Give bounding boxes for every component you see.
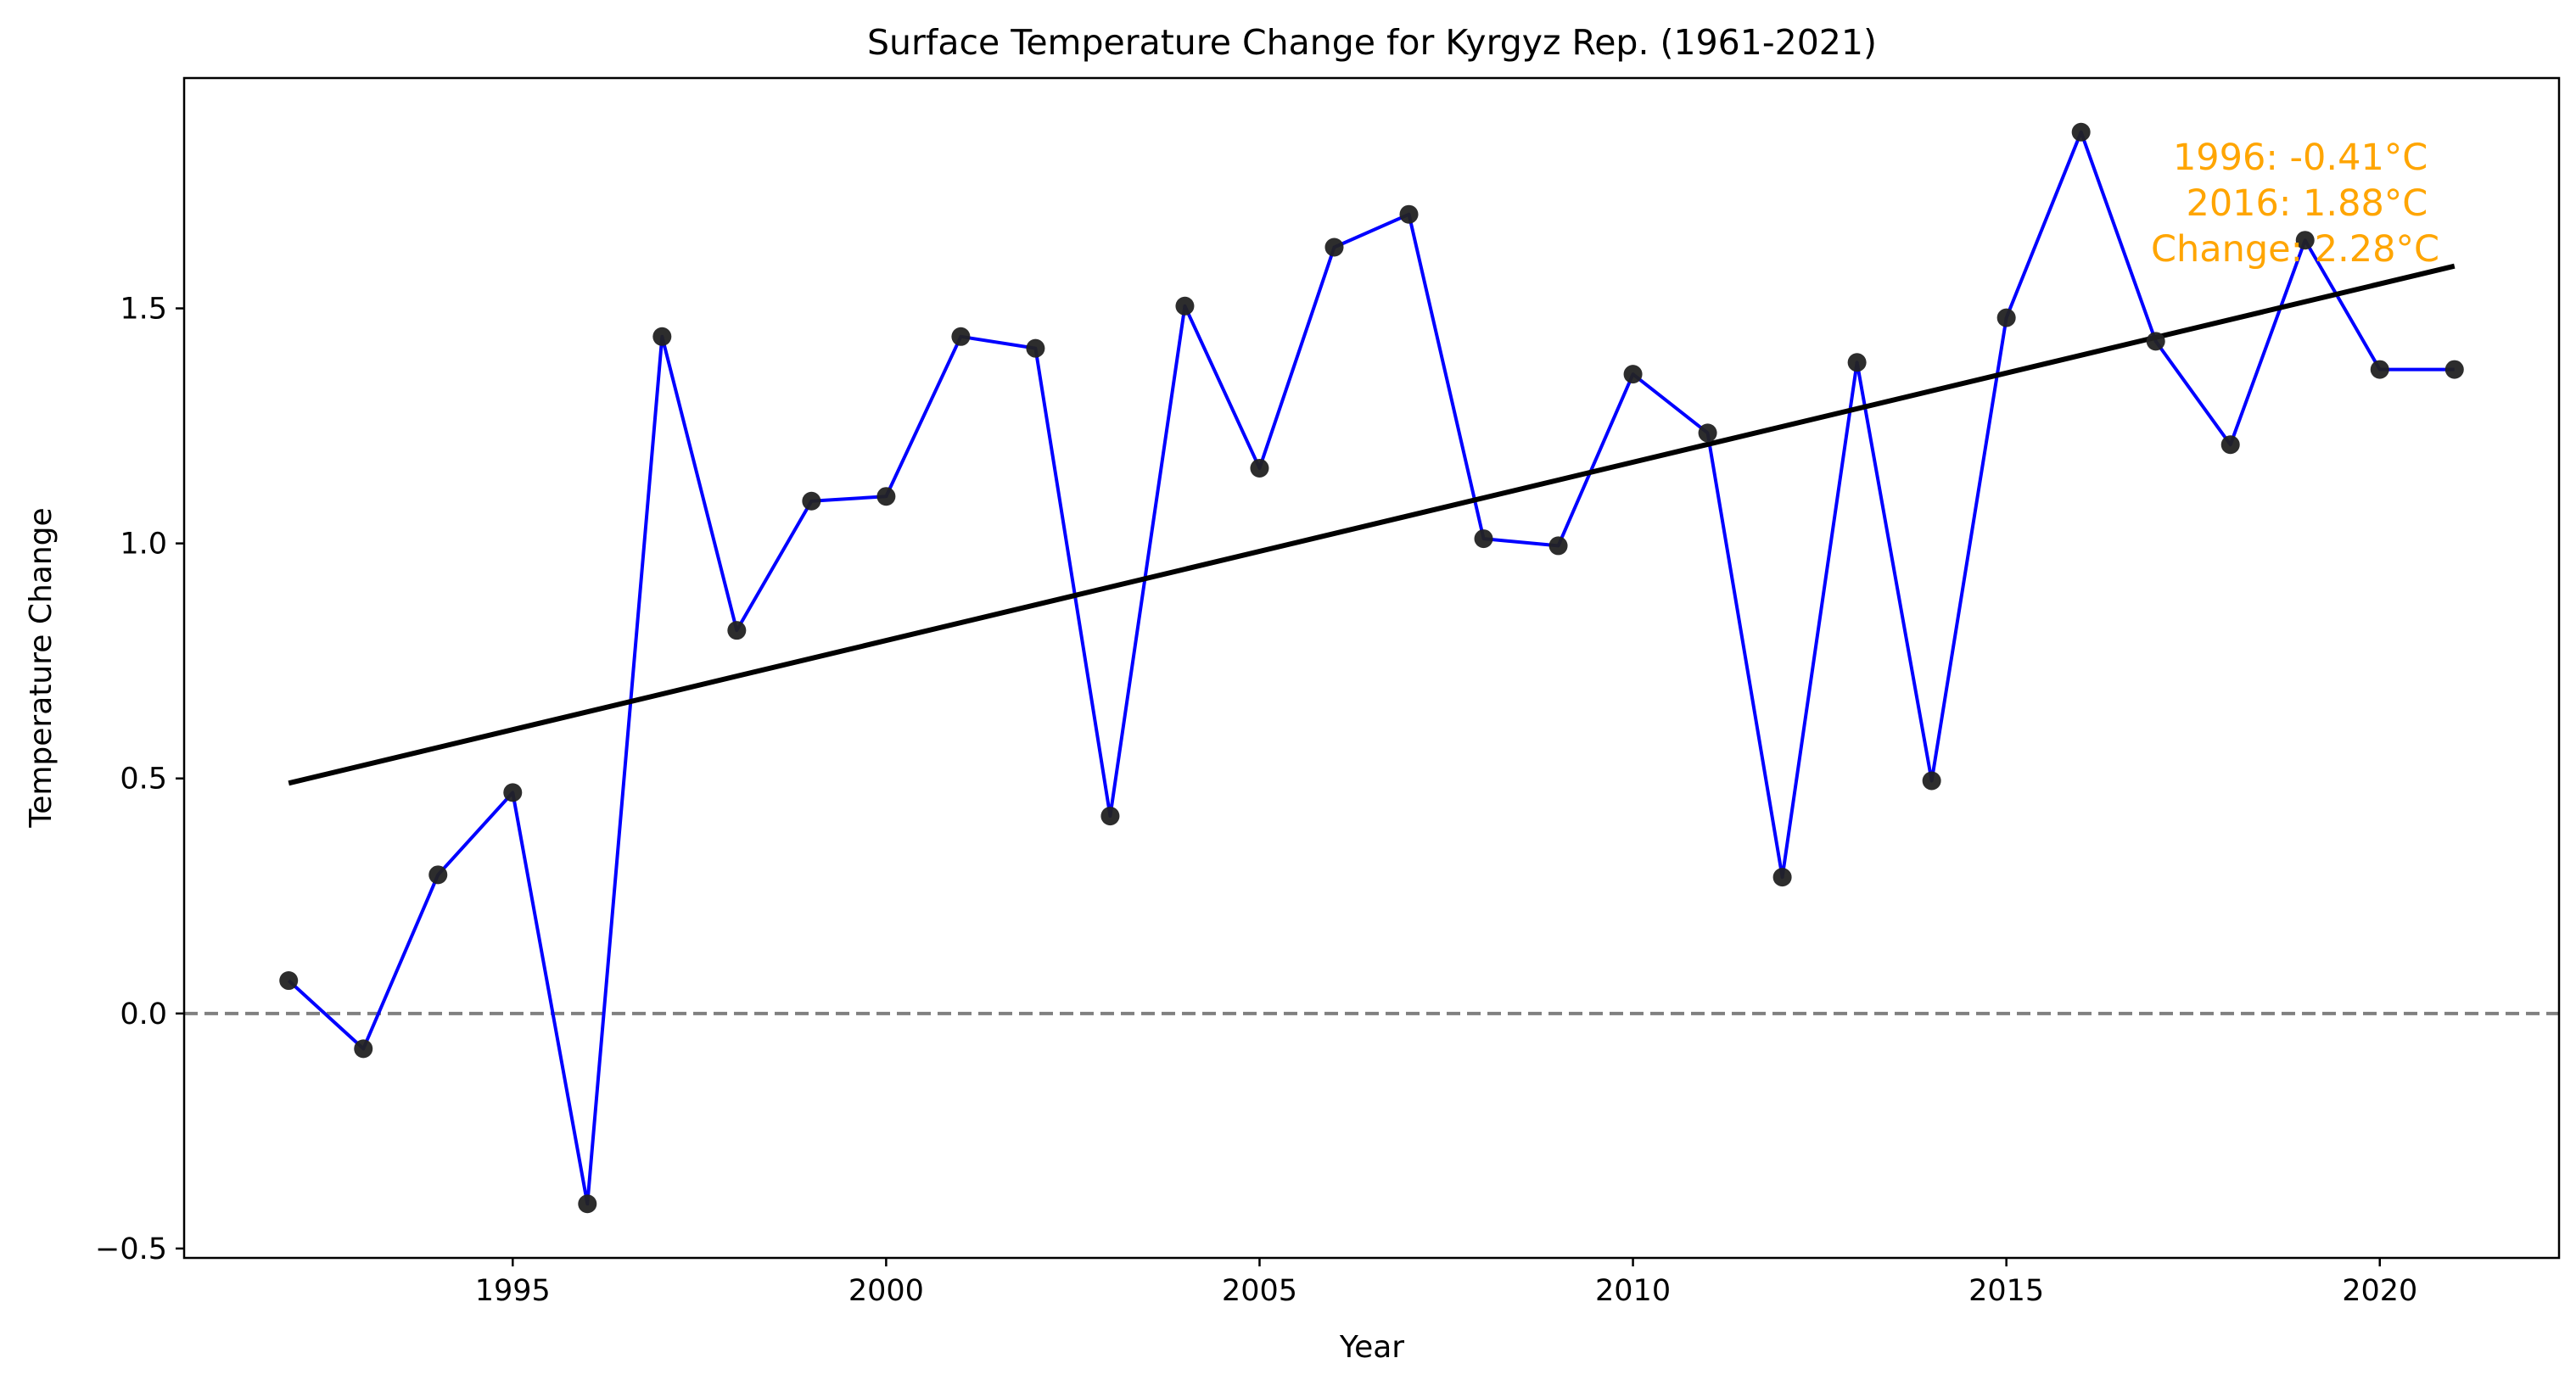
trend-layer: [288, 263, 2456, 786]
plot-area-frame: [182, 76, 2561, 1260]
temperature-series-line: [287, 130, 2455, 1206]
data-point-2018: [2220, 435, 2240, 455]
trend-line: [288, 263, 2456, 786]
y-axis-label: Temperature Change: [24, 507, 59, 828]
data-point-1997: [652, 327, 672, 346]
annotation-line-peak-year: 2016: 1.88°C: [2186, 182, 2428, 225]
x-axis-label: Year: [1339, 1330, 1404, 1365]
change-annotation: 1996: -0.41°C 2016: 1.88°C Change: 2.28°…: [2151, 137, 2439, 271]
data-point-2008: [1474, 529, 1493, 549]
y-axis-ticks: −0.5 0.0 0.5 1.0 1.5: [95, 293, 184, 1266]
x-tick-label-2015: 2015: [1968, 1274, 2044, 1308]
y-tick-label-2: 0.5: [120, 763, 167, 796]
data-point-2012: [1772, 868, 1792, 887]
data-points-layer: [279, 122, 2464, 1214]
data-point-2007: [1399, 204, 1419, 224]
chart-title: Surface Temperature Change for Kyrgyz Re…: [867, 22, 1877, 63]
data-point-1998: [727, 621, 747, 640]
x-tick-label-2000: 2000: [848, 1274, 924, 1308]
y-tick-label-4: 1.5: [120, 293, 167, 327]
data-point-2019: [2295, 231, 2315, 250]
x-tick-label-2010: 2010: [1595, 1274, 1671, 1308]
data-point-2009: [1548, 536, 1568, 556]
y-tick-label-1: 0.0: [120, 998, 167, 1031]
series-layer: [287, 130, 2455, 1206]
x-axis-ticks: 1995 2000 2005 2010 2015 2020: [475, 1258, 2417, 1308]
annotation-line-start-year: 1996: -0.41°C: [2173, 137, 2428, 179]
data-point-2017: [2146, 332, 2165, 351]
data-point-2010: [1623, 365, 1643, 384]
data-point-1994: [428, 865, 448, 885]
data-point-2020: [2370, 360, 2389, 379]
data-point-2003: [1100, 807, 1120, 826]
data-point-2006: [1324, 238, 1344, 257]
data-point-2002: [1026, 338, 1045, 358]
data-point-2011: [1698, 423, 1717, 443]
data-point-2015: [1996, 308, 2016, 327]
y-tick-label-0: −0.5: [95, 1232, 167, 1266]
x-tick-label-2020: 2020: [2342, 1274, 2417, 1308]
data-point-2004: [1175, 296, 1195, 316]
data-point-2005: [1250, 458, 1269, 478]
data-point-2013: [1847, 353, 1867, 372]
data-point-2000: [876, 487, 896, 506]
data-point-2001: [951, 327, 971, 346]
y-tick-label-3: 1.0: [120, 528, 167, 562]
data-point-2014: [1922, 771, 1941, 791]
data-point-2016: [2071, 122, 2091, 142]
data-point-2021: [2444, 360, 2464, 379]
data-point-1995: [503, 783, 523, 802]
data-point-1999: [802, 491, 821, 511]
data-point-1993: [354, 1039, 373, 1059]
data-point-1996: [578, 1194, 597, 1214]
annotation-line-change: Change: 2.28°C: [2151, 228, 2439, 271]
x-tick-label-2005: 2005: [1222, 1274, 1297, 1308]
x-tick-label-1995: 1995: [475, 1274, 551, 1308]
data-point-1992: [279, 971, 299, 991]
